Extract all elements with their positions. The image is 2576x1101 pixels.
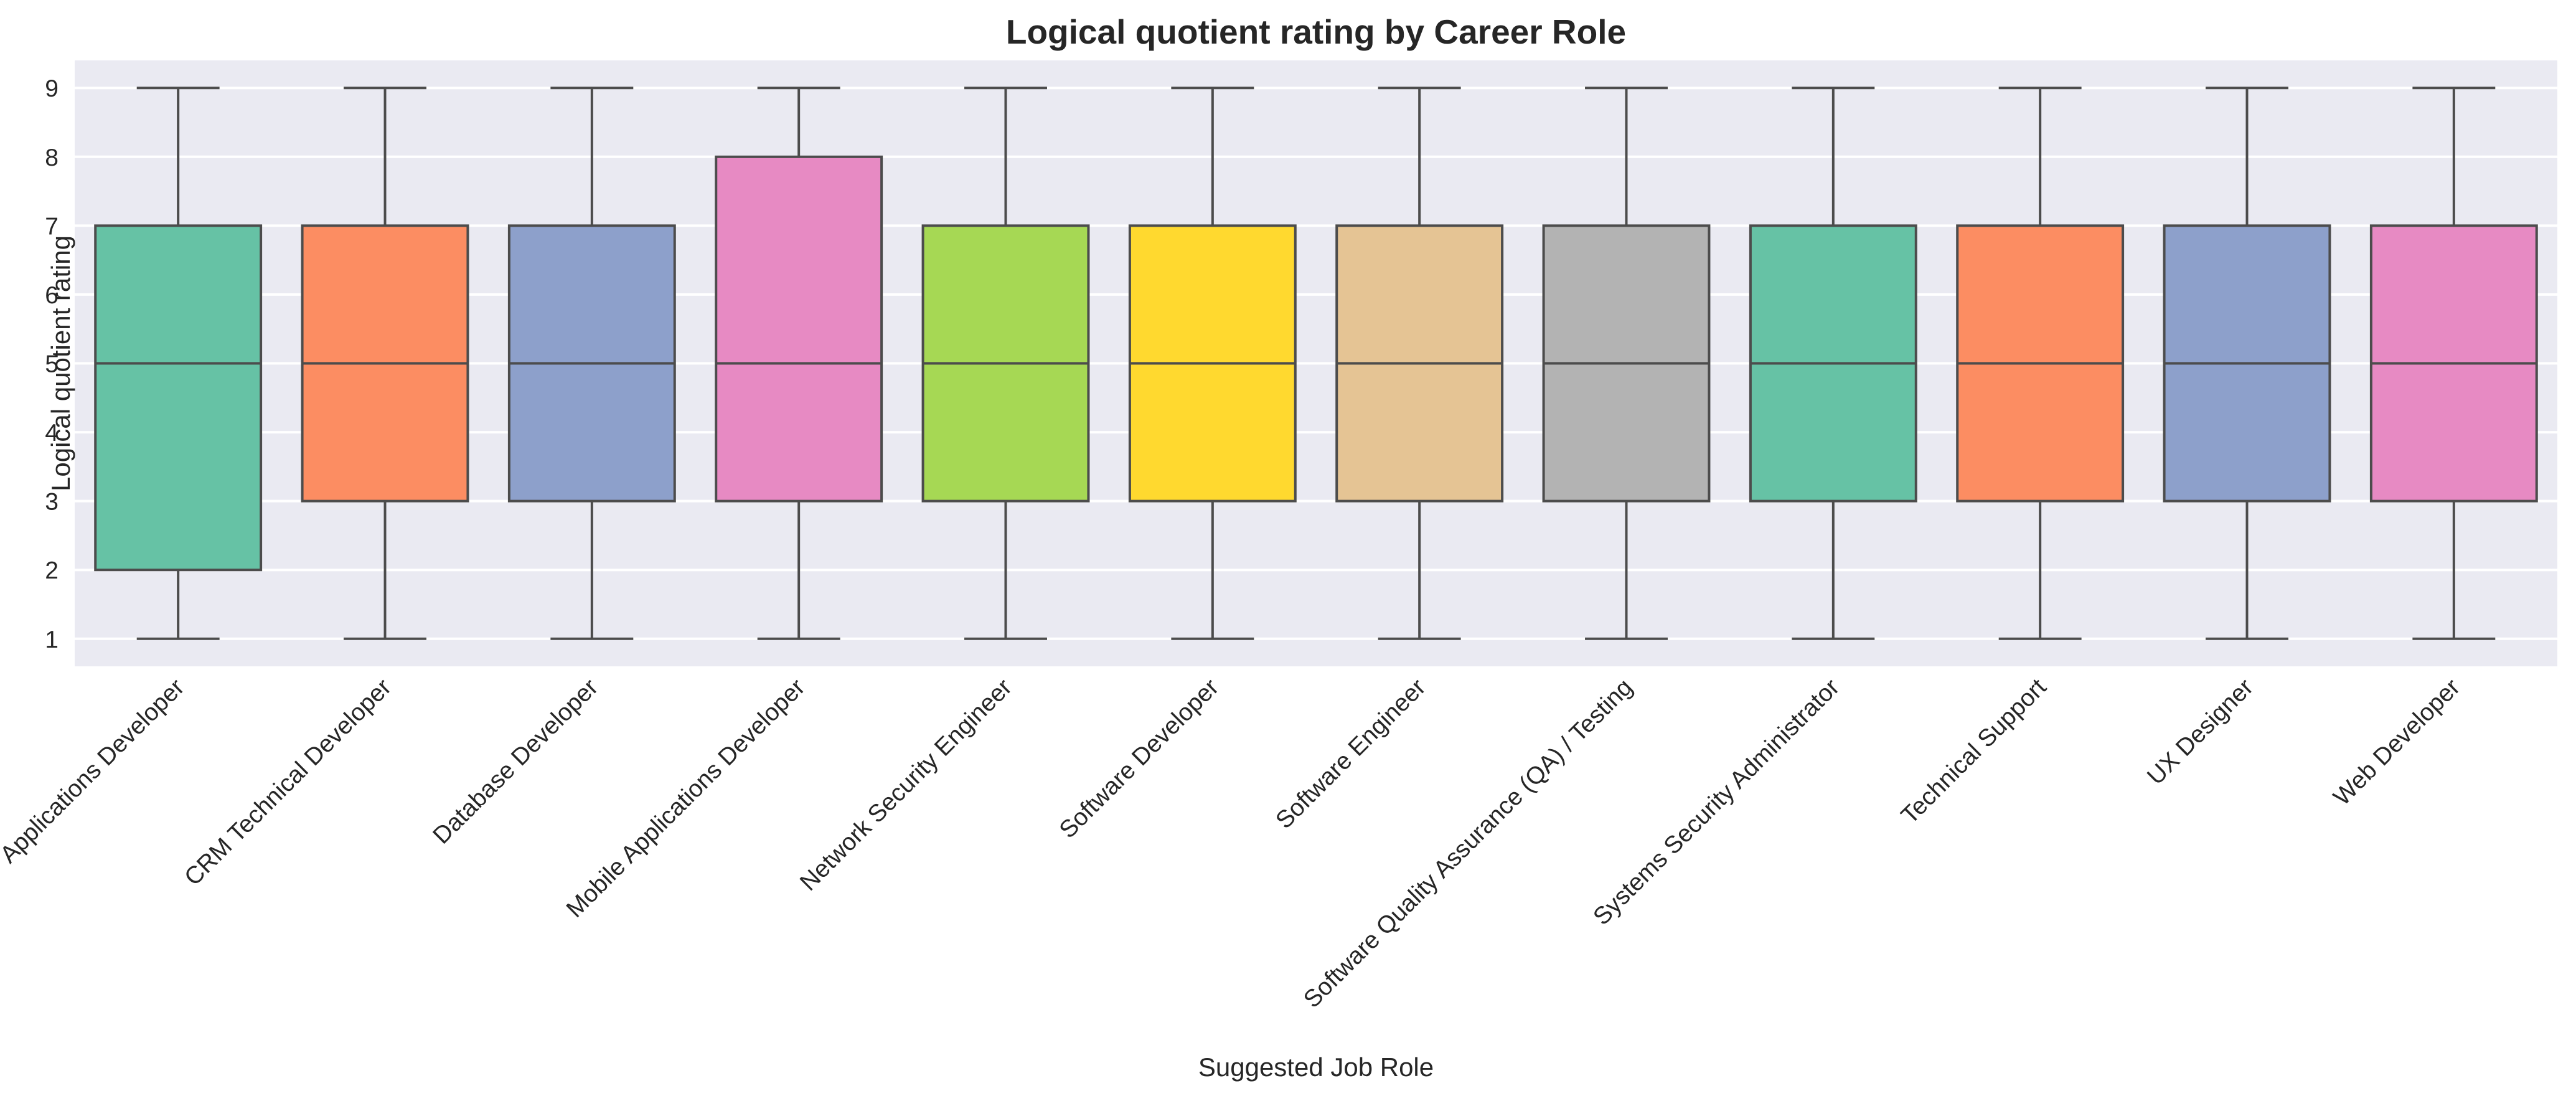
box-group bbox=[301, 87, 469, 640]
box-group bbox=[94, 87, 263, 640]
x-tick-label: Applications Developer bbox=[0, 674, 190, 868]
box-group bbox=[2369, 87, 2538, 640]
box-group bbox=[507, 87, 676, 640]
x-tick-label: UX Designer bbox=[2142, 674, 2259, 790]
x-axis-label: Suggested Job Role bbox=[1198, 1052, 1434, 1082]
y-axis-label: Logical quotient rating bbox=[46, 235, 75, 491]
y-tick-label: 2 bbox=[45, 557, 59, 584]
y-tick-labels: 1 2 3 4 5 6 7 8 9 bbox=[45, 75, 59, 653]
box-group bbox=[1542, 87, 1711, 640]
x-tick-label: Web Developer bbox=[2328, 674, 2465, 811]
box-group bbox=[1335, 87, 1504, 640]
y-tick-label: 9 bbox=[45, 75, 59, 102]
x-tick-label: Network Security Engineer bbox=[795, 674, 1017, 896]
y-tick-label: 1 bbox=[45, 626, 59, 653]
x-tick-label: Database Developer bbox=[428, 674, 603, 849]
box bbox=[94, 224, 263, 572]
box-group bbox=[921, 87, 1090, 640]
y-tick-label: 4 bbox=[45, 420, 59, 447]
grid-lines bbox=[75, 87, 2557, 640]
y-tick-label: 8 bbox=[45, 144, 59, 171]
x-tick-label: Software Engineer bbox=[1271, 674, 1431, 834]
box-group bbox=[1749, 87, 1917, 640]
y-tick-label: 7 bbox=[45, 213, 59, 240]
x-tick-label: Systems Security Administrator bbox=[1588, 674, 1845, 930]
x-tick-label: Software Quality Assurance (QA) / Testin… bbox=[1299, 674, 1638, 1013]
y-tick-label: 5 bbox=[45, 351, 59, 378]
x-tick-label: CRM Technical Developer bbox=[179, 674, 397, 891]
x-tick-label: Mobile Applications Developer bbox=[562, 674, 811, 923]
chart-title: Logical quotient rating by Career Role bbox=[1006, 12, 1626, 51]
box bbox=[715, 155, 883, 503]
box-group bbox=[2163, 87, 2331, 640]
y-tick-label: 6 bbox=[45, 282, 59, 309]
box-group bbox=[1956, 87, 2125, 640]
boxes bbox=[94, 87, 2538, 640]
x-tick-label: Technical Support bbox=[1896, 674, 2052, 829]
box-group bbox=[1128, 87, 1297, 640]
y-tick-label: 3 bbox=[45, 489, 59, 516]
box-group bbox=[715, 87, 883, 640]
x-tick-label: Software Developer bbox=[1055, 674, 1225, 844]
